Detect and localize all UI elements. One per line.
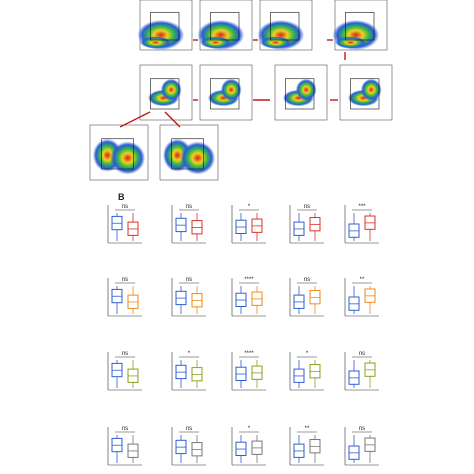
significance-label: ns: [122, 351, 128, 357]
gate: [285, 78, 315, 110]
significance-label: **: [305, 426, 310, 432]
density-cloud: [360, 78, 382, 101]
significance-label: *: [248, 426, 251, 432]
significance-label: ns: [186, 426, 192, 432]
significance-label: *: [188, 351, 191, 357]
significance-label: *: [248, 204, 251, 210]
density-cloud: [110, 141, 146, 175]
significance-label: ns: [304, 277, 310, 283]
density-cloud: [260, 36, 292, 49]
density-cloud: [180, 141, 216, 175]
significance-label: ns: [186, 204, 192, 210]
arrow: [119, 111, 151, 128]
significance-label: ns: [359, 426, 365, 432]
significance-label: ns: [122, 277, 128, 283]
density-cloud: [335, 36, 367, 49]
significance-label: ns: [186, 277, 192, 283]
significance-label: ****: [244, 351, 254, 357]
density-cloud: [200, 36, 232, 49]
gate: [345, 12, 375, 41]
significance-label: ns: [122, 426, 128, 432]
arrow: [164, 111, 181, 128]
gate: [171, 138, 204, 170]
significance-label: ***: [358, 204, 366, 210]
flow-plot-frame: [274, 64, 328, 121]
gate: [270, 12, 300, 41]
density-cloud: [140, 36, 172, 49]
gate: [350, 78, 380, 110]
significance-label: ****: [244, 277, 254, 283]
panel-label: B: [118, 192, 125, 202]
significance-label: ns: [304, 204, 310, 210]
density-cloud: [295, 78, 317, 101]
gate: [150, 12, 180, 41]
gate: [101, 138, 134, 170]
gate: [210, 78, 240, 110]
significance-label: **: [360, 277, 365, 283]
gate: [150, 78, 180, 110]
density-cloud: [160, 78, 182, 101]
significance-label: ns: [122, 204, 128, 210]
significance-label: *: [306, 351, 309, 357]
density-cloud: [220, 78, 242, 101]
gate: [210, 12, 240, 41]
significance-label: ns: [359, 351, 365, 357]
